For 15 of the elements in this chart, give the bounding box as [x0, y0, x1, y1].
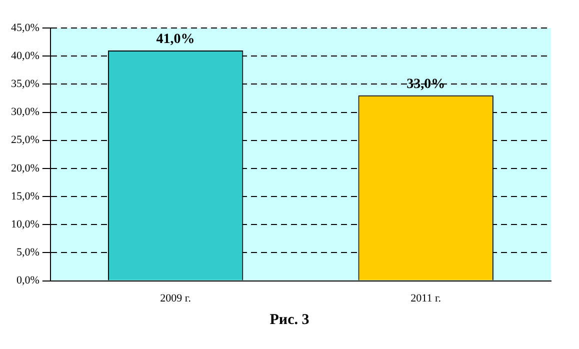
y-tick-label: 0,0% — [16, 274, 40, 287]
data-label: 41,0% — [156, 32, 195, 48]
y-tick-label: 30,0% — [10, 106, 40, 118]
y-tick-label: 45,0% — [10, 22, 40, 34]
text: Рис. 3 — [268, 312, 310, 329]
x-tick-label: 2011 г. — [410, 292, 442, 304]
y-tick-label: 25,0% — [10, 134, 40, 146]
y-tick-label: 35,0% — [10, 78, 40, 90]
y-tick-label: 5,0% — [16, 246, 40, 259]
data-label: 33,0% — [406, 77, 446, 92]
y-tick-label: 20,0% — [10, 162, 40, 174]
y-tick-label: 40,0% — [10, 50, 40, 62]
y-tick-label: 10,0% — [10, 218, 40, 231]
y-tick-label: 15,0% — [10, 190, 40, 202]
x-tick-label: 2009 г. — [160, 292, 192, 304]
